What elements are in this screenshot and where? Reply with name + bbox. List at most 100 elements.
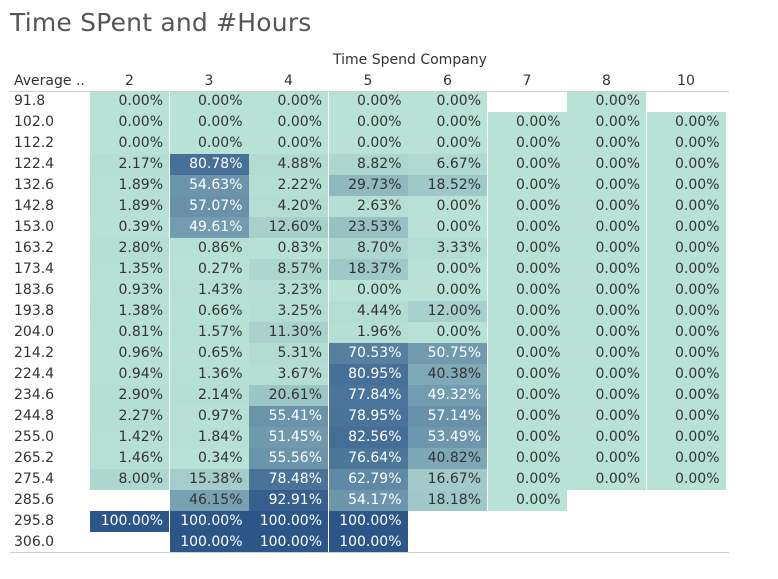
- heatmap-cell[interactable]: 57.14%: [408, 406, 487, 427]
- heatmap-cell[interactable]: 0.00%: [567, 469, 646, 490]
- heatmap-cell[interactable]: 0.00%: [646, 364, 726, 385]
- heatmap-cell[interactable]: 0.00%: [646, 448, 726, 469]
- heatmap-cell[interactable]: 70.53%: [328, 343, 408, 364]
- heatmap-cell[interactable]: 54.63%: [169, 175, 249, 196]
- heatmap-cell[interactable]: 100.00%: [328, 532, 408, 553]
- heatmap-cell[interactable]: 20.61%: [249, 385, 328, 406]
- heatmap-cell[interactable]: 0.00%: [408, 91, 487, 112]
- heatmap-cell[interactable]: 1.43%: [169, 280, 249, 301]
- heatmap-cell[interactable]: 0.00%: [487, 133, 567, 154]
- heatmap-cell[interactable]: 0.00%: [487, 343, 567, 364]
- heatmap-cell[interactable]: 78.48%: [249, 469, 328, 490]
- heatmap-cell[interactable]: 3.25%: [249, 301, 328, 322]
- heatmap-cell[interactable]: 0.00%: [646, 322, 726, 343]
- heatmap-cell[interactable]: 0.00%: [567, 301, 646, 322]
- heatmap-cell[interactable]: 80.95%: [328, 364, 408, 385]
- heatmap-cell[interactable]: 55.41%: [249, 406, 328, 427]
- heatmap-cell[interactable]: 0.00%: [408, 217, 487, 238]
- heatmap-cell[interactable]: 2.14%: [169, 385, 249, 406]
- heatmap-cell[interactable]: 0.00%: [646, 196, 726, 217]
- heatmap-cell[interactable]: 0.97%: [169, 406, 249, 427]
- heatmap-cell[interactable]: 40.82%: [408, 448, 487, 469]
- heatmap-cell[interactable]: 8.82%: [328, 154, 408, 175]
- heatmap-cell[interactable]: 6.67%: [408, 154, 487, 175]
- heatmap-cell[interactable]: 0.00%: [249, 91, 328, 112]
- heatmap-cell[interactable]: 0.00%: [487, 448, 567, 469]
- heatmap-cell[interactable]: 0.83%: [249, 238, 328, 259]
- heatmap-cell[interactable]: 0.00%: [567, 133, 646, 154]
- heatmap-cell[interactable]: 0.94%: [90, 364, 169, 385]
- heatmap-cell[interactable]: 100.00%: [169, 511, 249, 532]
- heatmap-cell[interactable]: 0.00%: [487, 322, 567, 343]
- heatmap-cell[interactable]: 0.00%: [487, 259, 567, 280]
- heatmap-cell[interactable]: 1.84%: [169, 427, 249, 448]
- heatmap-cell[interactable]: 0.00%: [567, 175, 646, 196]
- heatmap-cell[interactable]: 0.00%: [567, 385, 646, 406]
- heatmap-cell[interactable]: 100.00%: [249, 511, 328, 532]
- heatmap-cell[interactable]: 0.00%: [567, 364, 646, 385]
- heatmap-cell[interactable]: 0.00%: [487, 154, 567, 175]
- heatmap-cell[interactable]: 4.44%: [328, 301, 408, 322]
- heatmap-cell[interactable]: 0.00%: [408, 112, 487, 133]
- heatmap-cell[interactable]: 1.42%: [90, 427, 169, 448]
- heatmap-cell[interactable]: 2.17%: [90, 154, 169, 175]
- heatmap-cell[interactable]: 0.00%: [487, 280, 567, 301]
- heatmap-cell[interactable]: 12.60%: [249, 217, 328, 238]
- heatmap-cell[interactable]: 0.00%: [646, 301, 726, 322]
- heatmap-cell[interactable]: 0.00%: [328, 280, 408, 301]
- heatmap-cell[interactable]: 53.49%: [408, 427, 487, 448]
- heatmap-cell[interactable]: 4.20%: [249, 196, 328, 217]
- heatmap-cell[interactable]: 0.39%: [90, 217, 169, 238]
- heatmap-cell[interactable]: 0.00%: [567, 322, 646, 343]
- heatmap-cell[interactable]: 0.86%: [169, 238, 249, 259]
- heatmap-cell[interactable]: 0.00%: [646, 238, 726, 259]
- heatmap-cell[interactable]: 50.75%: [408, 343, 487, 364]
- heatmap-cell[interactable]: 92.91%: [249, 490, 328, 511]
- heatmap-cell[interactable]: 0.27%: [169, 259, 249, 280]
- heatmap-cell[interactable]: 40.38%: [408, 364, 487, 385]
- heatmap-cell[interactable]: 0.81%: [90, 322, 169, 343]
- heatmap-cell[interactable]: 2.90%: [90, 385, 169, 406]
- heatmap-cell[interactable]: 0.00%: [646, 217, 726, 238]
- heatmap-cell[interactable]: 0.96%: [90, 343, 169, 364]
- heatmap-cell[interactable]: 0.00%: [408, 196, 487, 217]
- heatmap-cell[interactable]: 1.89%: [90, 175, 169, 196]
- heatmap-cell[interactable]: 0.66%: [169, 301, 249, 322]
- heatmap-cell[interactable]: 0.00%: [646, 112, 726, 133]
- heatmap-cell[interactable]: 0.00%: [646, 133, 726, 154]
- heatmap-cell[interactable]: 1.57%: [169, 322, 249, 343]
- heatmap-cell[interactable]: 5.31%: [249, 343, 328, 364]
- heatmap-cell[interactable]: 0.00%: [328, 133, 408, 154]
- heatmap-cell[interactable]: 0.00%: [567, 238, 646, 259]
- heatmap-cell[interactable]: 23.53%: [328, 217, 408, 238]
- heatmap-cell[interactable]: 0.93%: [90, 280, 169, 301]
- heatmap-cell[interactable]: 1.46%: [90, 448, 169, 469]
- heatmap-cell[interactable]: 18.18%: [408, 490, 487, 511]
- heatmap-cell[interactable]: 80.78%: [169, 154, 249, 175]
- heatmap-cell[interactable]: 0.00%: [646, 406, 726, 427]
- heatmap-cell[interactable]: 0.00%: [567, 259, 646, 280]
- heatmap-cell[interactable]: 8.00%: [90, 469, 169, 490]
- heatmap-cell[interactable]: 0.00%: [487, 175, 567, 196]
- heatmap-cell[interactable]: 0.00%: [408, 259, 487, 280]
- heatmap-cell[interactable]: 0.00%: [646, 280, 726, 301]
- heatmap-cell[interactable]: 0.00%: [646, 259, 726, 280]
- heatmap-cell[interactable]: 15.38%: [169, 469, 249, 490]
- heatmap-cell[interactable]: 29.73%: [328, 175, 408, 196]
- heatmap-cell[interactable]: 0.00%: [567, 406, 646, 427]
- heatmap-cell[interactable]: 0.00%: [249, 112, 328, 133]
- heatmap-cell[interactable]: 0.00%: [567, 427, 646, 448]
- heatmap-cell[interactable]: 0.00%: [487, 301, 567, 322]
- heatmap-cell[interactable]: 76.64%: [328, 448, 408, 469]
- heatmap-cell[interactable]: 100.00%: [169, 532, 249, 553]
- heatmap-cell[interactable]: 4.88%: [249, 154, 328, 175]
- heatmap-cell[interactable]: 0.00%: [487, 364, 567, 385]
- heatmap-cell[interactable]: 2.80%: [90, 238, 169, 259]
- heatmap-cell[interactable]: 0.65%: [169, 343, 249, 364]
- heatmap-cell[interactable]: 18.37%: [328, 259, 408, 280]
- heatmap-cell[interactable]: 0.00%: [487, 217, 567, 238]
- heatmap-cell[interactable]: 8.57%: [249, 259, 328, 280]
- heatmap-cell[interactable]: 16.67%: [408, 469, 487, 490]
- heatmap-cell[interactable]: 0.00%: [408, 280, 487, 301]
- heatmap-cell[interactable]: 0.00%: [487, 238, 567, 259]
